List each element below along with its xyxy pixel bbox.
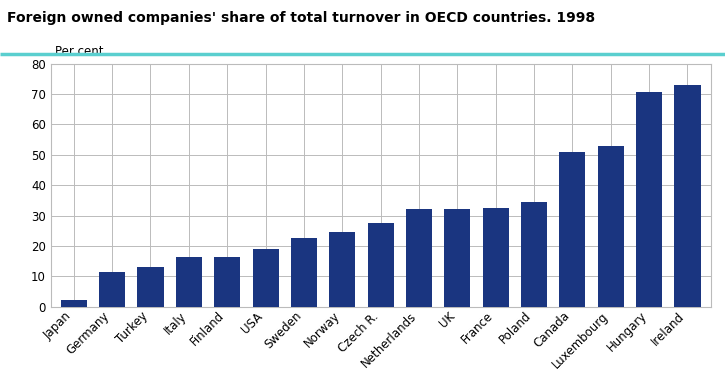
Bar [61, 300, 87, 307]
Bar [99, 272, 125, 307]
Bar [521, 202, 547, 307]
Bar [444, 209, 471, 307]
Bar [597, 145, 624, 307]
Bar [674, 85, 700, 307]
Bar [368, 223, 394, 307]
Text: Per cent: Per cent [54, 45, 103, 58]
Text: Foreign owned companies' share of total turnover in OECD countries. 1998: Foreign owned companies' share of total … [7, 11, 595, 25]
Bar [483, 208, 509, 307]
Bar [252, 249, 278, 307]
Bar [329, 232, 355, 307]
Bar [291, 238, 317, 307]
Bar [406, 209, 432, 307]
Bar [560, 152, 586, 307]
Bar [138, 267, 164, 307]
Bar [214, 257, 240, 307]
Bar [636, 92, 662, 307]
Bar [175, 257, 202, 307]
